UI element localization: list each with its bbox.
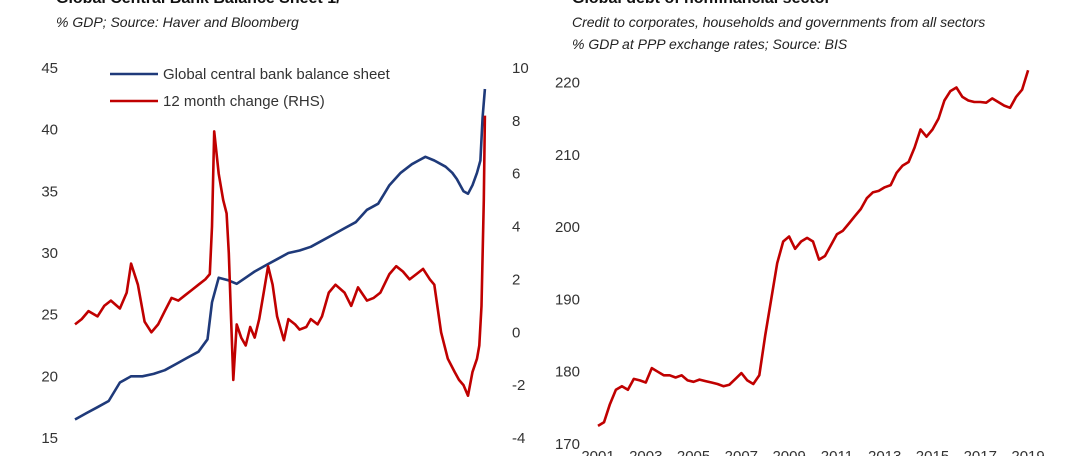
x-tick-label: 2001 [581,448,614,456]
y-tick-label: 35 [41,183,58,200]
y2-tick-label: -2 [512,377,525,394]
y-tick-label: 200 [555,219,580,236]
legend-label-12m-change: 12 month change (RHS) [163,93,325,110]
left-chart-subtitle: % GDP; Source: Haver and Bloomberg [56,14,299,30]
y2-tick-label: 0 [512,324,520,341]
y-tick-label: 25 [41,307,58,324]
x-tick-label: 2019 [1011,448,1044,456]
x-tick-label: 2005 [677,448,710,456]
left-chart-plot: 15202530354045-4-20246810200220042006200… [41,60,529,456]
right-chart-subtitle: Credit to corporates, households and gov… [572,14,986,30]
right-chart-plot: 170 180 190 200 210 220 2001 2003 2005 2007 2009 20… [555,69,1045,456]
y-tick-label: 20 [41,368,58,385]
y-tick-label: 220 [555,74,580,91]
y2-tick-label: 4 [512,219,520,236]
y-tick-label: 170 [555,436,580,453]
x-tick-label: 2009 [772,448,805,456]
y2-tick-label: 2 [512,271,520,288]
legend-label-balance-sheet: Global central bank balance sheet [163,66,391,83]
left-chart-panel: Global Central Bank Balance Sheet 1/ % G… [41,0,529,456]
right-chart-title: Global debt of nonfinancial sector [572,0,831,8]
y-tick-label: 30 [41,245,58,262]
y2-tick-label: 8 [512,113,520,130]
y-tick-label: 40 [41,122,58,139]
x-tick-label: 2015 [916,448,949,456]
x-tick-label: 2011 [821,448,853,456]
y2-tick-label: 10 [512,60,529,77]
x-tick-label: 2017 [964,448,997,456]
y-tick-label: 180 [555,364,580,381]
y2-tick-label: -4 [512,430,525,447]
y-tick-label: 210 [555,147,580,164]
y2-tick-label: 6 [512,166,520,183]
right-chart-panel: Global debt of nonfinancial sector Credi… [540,0,1080,456]
x-tick-label: 2007 [725,448,758,456]
series-line-debt [597,69,1030,428]
x-tick-label: 2013 [868,448,901,456]
y-tick-label: 45 [41,60,58,77]
y-tick-label: 15 [41,430,58,447]
series-line-12m-change [74,115,487,398]
series-line-balance-sheet [74,88,487,421]
y-tick-label: 190 [555,291,580,308]
right-chart-subtitle-source: % GDP at PPP exchange rates; Source: BIS [572,36,848,52]
x-tick-label: 2003 [629,448,662,456]
left-chart-title: Global Central Bank Balance Sheet 1/ [56,0,341,8]
